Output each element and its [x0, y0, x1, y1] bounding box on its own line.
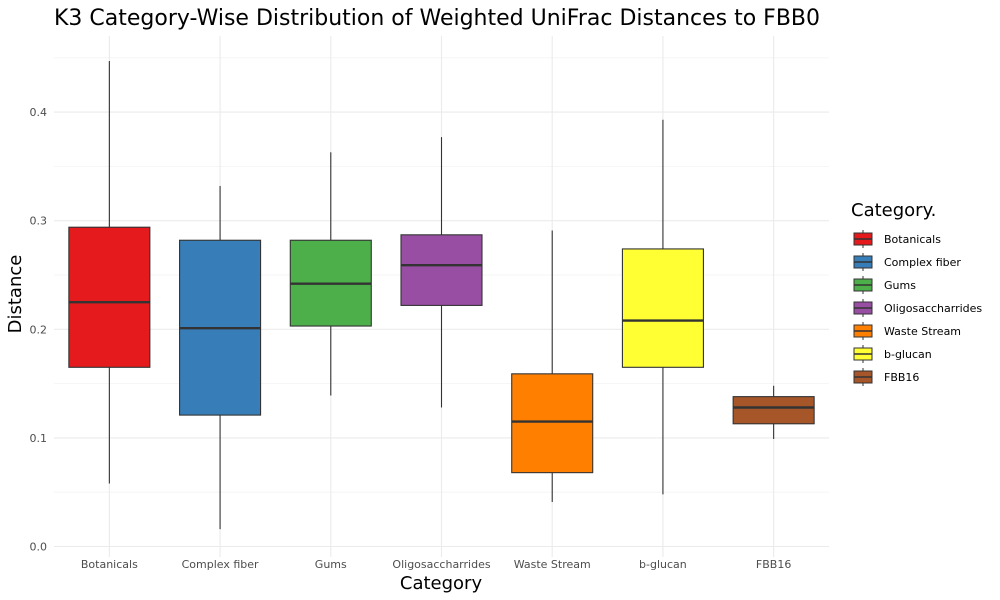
x-tick-label: b-glucan: [639, 558, 687, 571]
legend-item: Botanicals: [853, 230, 941, 248]
x-tick-label: Waste Stream: [514, 558, 591, 571]
box-gums: [289, 152, 372, 396]
x-tick-label: Complex fiber: [182, 558, 259, 571]
legend-label: Gums: [884, 279, 916, 292]
legend-label: Waste Stream: [884, 325, 961, 338]
box-body: [400, 234, 483, 306]
legend-item: Waste Stream: [853, 322, 961, 340]
legend-label: Complex fiber: [884, 256, 961, 269]
legend-items: Botanicals Complex fiber Gums Oligosaccharr…: [853, 230, 982, 386]
legend: Category. Botanicals Complex fiber Gums Oli…: [851, 200, 982, 386]
legend-label: b-glucan: [884, 348, 932, 361]
y-axis-ticks: 0.0 0.1 0.2 0.3 0.4: [30, 106, 48, 553]
box-waste-stream: [511, 230, 594, 502]
x-axis-title: Category: [400, 573, 483, 594]
legend-item: Oligosaccharrides: [853, 299, 982, 317]
legend-item: Complex fiber: [853, 253, 961, 271]
chart-title: K3 Category-Wise Distribution of Weighte…: [54, 6, 820, 31]
legend-item: FBB16: [853, 368, 919, 386]
box-body: [68, 226, 151, 368]
x-axis-ticks: Botanicals Complex fiber Gums Oligosaccharr…: [81, 558, 791, 571]
legend-label: FBB16: [884, 371, 919, 384]
box-botanicals: [68, 61, 151, 484]
y-tick-label: 0.1: [30, 432, 48, 445]
y-tick-label: 0.0: [30, 541, 48, 554]
box-body: [732, 396, 815, 425]
y-tick-label: 0.4: [30, 106, 48, 119]
legend-item: b-glucan: [853, 345, 932, 363]
box-oligosaccharrides: [400, 137, 483, 408]
x-tick-label: Botanicals: [81, 558, 138, 571]
box-fbb16: [732, 385, 815, 439]
box-body: [621, 248, 704, 368]
y-tick-label: 0.3: [30, 215, 48, 228]
legend-title: Category.: [851, 200, 936, 221]
x-tick-label: Gums: [315, 558, 347, 571]
x-tick-label: FBB16: [756, 558, 791, 571]
x-tick-label: Oligosaccharrides: [392, 558, 490, 571]
y-axis-title: Distance: [5, 255, 26, 334]
y-tick-label: 0.2: [30, 323, 48, 336]
box-complex-fiber: [179, 185, 262, 530]
legend-item: Gums: [853, 276, 916, 294]
legend-label: Oligosaccharrides: [884, 302, 982, 315]
boxes: [68, 61, 815, 530]
box-b-glucan: [621, 119, 704, 495]
legend-label: Botanicals: [884, 233, 941, 246]
box-body: [511, 373, 594, 474]
